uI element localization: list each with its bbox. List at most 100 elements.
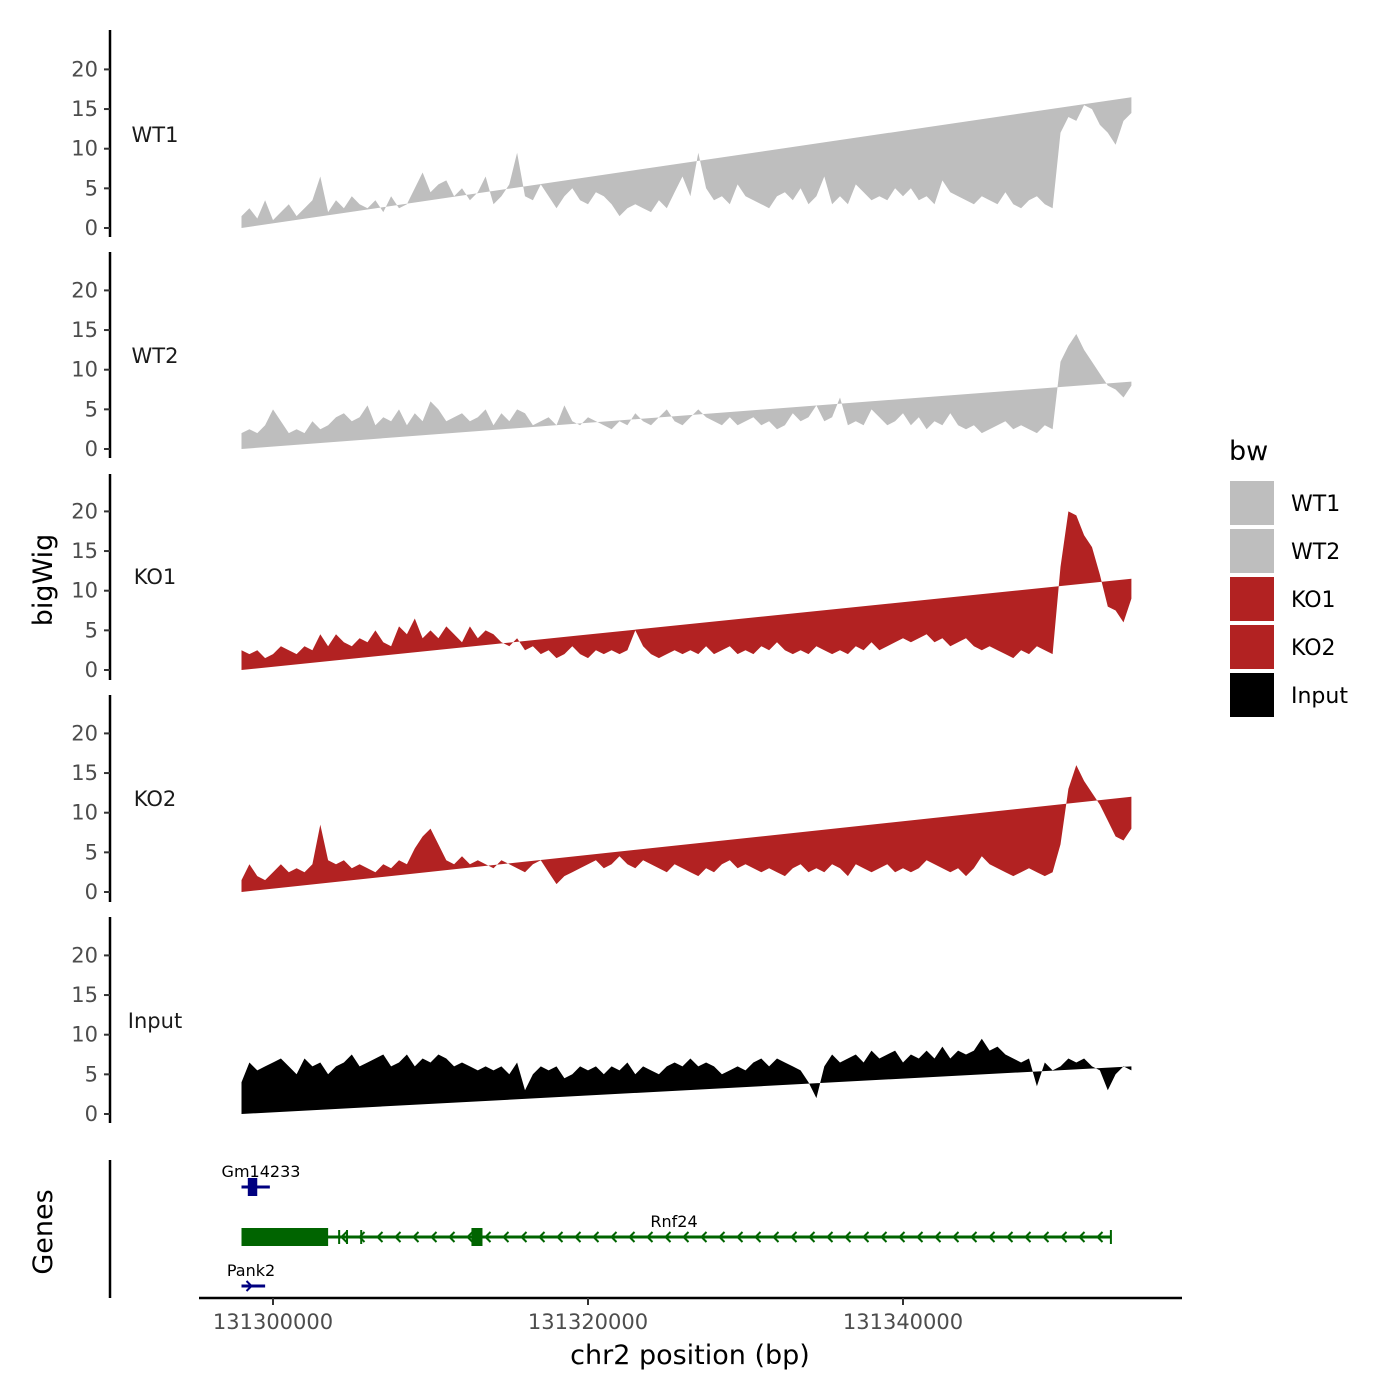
strand-arrow bbox=[245, 1280, 253, 1292]
y-tick-label: 10 bbox=[71, 579, 98, 603]
x-tick-label: 131300000 bbox=[213, 1310, 333, 1334]
legend-label-ko2: KO2 bbox=[1291, 636, 1336, 661]
gene-label: Gm14233 bbox=[222, 1162, 301, 1181]
track-wt2: 0 5 10 15 20 WT2 bbox=[71, 252, 1132, 461]
y-tick-label: 0 bbox=[85, 437, 98, 461]
legend-swatch-ko2 bbox=[1230, 625, 1274, 669]
strand-arrow bbox=[736, 1231, 744, 1243]
strand-arrow bbox=[664, 1231, 672, 1243]
strand-arrow bbox=[376, 1231, 384, 1243]
y-tick-label: 20 bbox=[71, 57, 98, 81]
strand-arrow bbox=[772, 1231, 780, 1243]
track-label: WT1 bbox=[132, 123, 179, 147]
y-tick-label: 15 bbox=[71, 318, 98, 342]
track-wt1: 0 5 10 15 20 WT1 bbox=[71, 30, 1132, 240]
y-tick-label: 10 bbox=[71, 801, 98, 825]
strand-arrow bbox=[934, 1231, 942, 1243]
strand-arrow bbox=[646, 1231, 654, 1243]
track-label: KO2 bbox=[134, 787, 177, 811]
legend-swatch-ko1 bbox=[1230, 577, 1274, 621]
strand-arrow bbox=[556, 1231, 564, 1243]
exon-block bbox=[471, 1228, 483, 1246]
track-label: WT2 bbox=[132, 344, 179, 368]
strand-arrow bbox=[448, 1231, 456, 1243]
gene-pank2: Pank2 bbox=[227, 1261, 275, 1292]
gene-track: Gm14233 Rnf24 Pank2 bbox=[108, 1160, 1112, 1298]
strand-arrow bbox=[610, 1231, 618, 1243]
strand-arrow bbox=[412, 1231, 420, 1243]
gene-label: Pank2 bbox=[227, 1261, 275, 1280]
y-tick-label: 20 bbox=[71, 943, 98, 967]
genes-axis-title: Genes bbox=[28, 1189, 59, 1274]
strand-arrow bbox=[898, 1231, 906, 1243]
exon-block bbox=[247, 1178, 258, 1196]
track-input: 0 5 10 15 20 Input bbox=[71, 917, 1132, 1126]
signal-area-wt1 bbox=[241, 97, 1132, 228]
legend-swatch-input bbox=[1230, 673, 1274, 717]
y-tick-label: 15 bbox=[71, 761, 98, 785]
legend: bw WT1 WT2 KO1 KO2 Input bbox=[1229, 436, 1348, 717]
signal-tracks: 0 5 10 15 20 WT1 0 5 10 15 20 WT2 0 5 10 15 20 KO1 0 5 10 15 2… bbox=[71, 30, 1132, 1126]
y-tick-label: 0 bbox=[85, 1102, 98, 1126]
strand-arrow bbox=[988, 1231, 996, 1243]
strand-arrow bbox=[862, 1231, 870, 1243]
strand-arrow bbox=[538, 1231, 546, 1243]
strand-arrow bbox=[1024, 1231, 1032, 1243]
y-tick-label: 5 bbox=[85, 176, 98, 200]
strand-arrow bbox=[592, 1231, 600, 1243]
track-label: KO1 bbox=[134, 565, 177, 589]
strand-arrow bbox=[790, 1231, 798, 1243]
signal-area-wt2 bbox=[241, 334, 1132, 449]
gene-label: Rnf24 bbox=[650, 1212, 697, 1231]
legend-title: bw bbox=[1229, 436, 1268, 467]
y-tick-label: 10 bbox=[71, 358, 98, 382]
y-tick-label: 0 bbox=[85, 880, 98, 904]
y-tick-label: 5 bbox=[85, 397, 98, 421]
track-label: Input bbox=[128, 1009, 182, 1033]
legend-label-wt2: WT2 bbox=[1291, 540, 1340, 565]
legend-swatch-wt2 bbox=[1230, 529, 1274, 573]
x-axis-title: chr2 position (bp) bbox=[570, 1340, 810, 1371]
y-tick-label: 20 bbox=[71, 721, 98, 745]
signal-area-ko2 bbox=[241, 765, 1132, 892]
x-tick-label: 131320000 bbox=[528, 1310, 648, 1334]
strand-arrow bbox=[358, 1231, 366, 1243]
y-tick-label: 20 bbox=[71, 278, 98, 302]
legend-swatch-wt1 bbox=[1230, 481, 1274, 525]
y-tick-label: 5 bbox=[85, 618, 98, 642]
signal-area-ko1 bbox=[241, 511, 1132, 670]
strand-arrow bbox=[916, 1231, 924, 1243]
strand-arrow bbox=[754, 1231, 762, 1243]
strand-arrow bbox=[880, 1231, 888, 1243]
strand-arrow bbox=[466, 1231, 474, 1243]
y-tick-label: 0 bbox=[85, 658, 98, 682]
legend-label-wt1: WT1 bbox=[1291, 492, 1340, 517]
exon-block bbox=[241, 1228, 329, 1246]
strand-arrow bbox=[844, 1231, 852, 1243]
strand-arrow bbox=[808, 1231, 816, 1243]
y-tick-label: 15 bbox=[71, 983, 98, 1007]
strand-arrow bbox=[970, 1231, 978, 1243]
strand-arrow bbox=[682, 1231, 690, 1243]
y-axis-title: bigWig bbox=[28, 534, 59, 627]
strand-arrow bbox=[1042, 1231, 1050, 1243]
gene-rnf24: Rnf24 bbox=[241, 1212, 1112, 1246]
strand-arrow bbox=[394, 1231, 402, 1243]
strand-arrow bbox=[1078, 1231, 1086, 1243]
strand-arrow bbox=[700, 1231, 708, 1243]
track-ko2: 0 5 10 15 20 KO2 bbox=[71, 695, 1132, 904]
strand-arrow bbox=[826, 1231, 834, 1243]
y-tick-label: 10 bbox=[71, 1023, 98, 1047]
y-tick-label: 10 bbox=[71, 137, 98, 161]
y-tick-label: 5 bbox=[85, 1062, 98, 1086]
strand-arrow bbox=[718, 1231, 726, 1243]
strand-arrow bbox=[520, 1231, 528, 1243]
x-tick-label: 131340000 bbox=[843, 1310, 963, 1334]
legend-label-ko1: KO1 bbox=[1291, 588, 1336, 613]
y-tick-label: 0 bbox=[85, 216, 98, 240]
strand-arrow bbox=[502, 1231, 510, 1243]
x-axis: 131300000 131320000 131340000 bbox=[199, 1296, 1182, 1334]
gene-gm14233: Gm14233 bbox=[222, 1162, 301, 1196]
strand-arrow bbox=[952, 1231, 960, 1243]
